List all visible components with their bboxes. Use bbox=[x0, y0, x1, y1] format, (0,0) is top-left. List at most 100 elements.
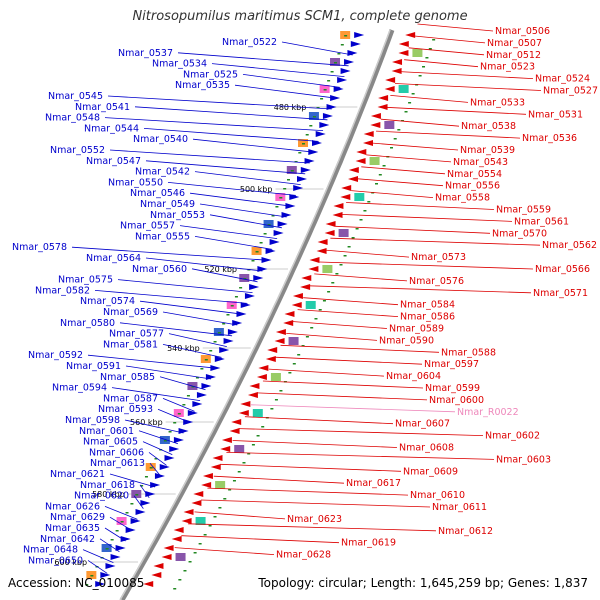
outer-marker bbox=[314, 318, 318, 320]
outer-marker bbox=[267, 224, 271, 226]
minus-gene-mark bbox=[398, 50, 409, 56]
gene-label-right: Nmar_0576 bbox=[409, 276, 464, 287]
outer-marker bbox=[251, 260, 255, 262]
leader-line-left bbox=[138, 430, 179, 445]
gene-label-left: Nmar_0548 bbox=[45, 113, 100, 124]
minus-gene-mark bbox=[247, 392, 258, 398]
leader-line-right bbox=[174, 547, 275, 555]
outer-marker bbox=[422, 66, 426, 68]
plus-gene-mark bbox=[240, 302, 251, 308]
gene-label-left: Nmar_0522 bbox=[222, 37, 277, 48]
minus-gene-mark bbox=[309, 257, 320, 263]
gene-label-right: Nmar_0619 bbox=[341, 538, 396, 549]
plus-gene-mark bbox=[100, 572, 111, 578]
leader-line-left bbox=[281, 41, 353, 56]
minus-gene-mark bbox=[181, 518, 192, 524]
leader-line-right bbox=[376, 130, 521, 139]
leader-line-left bbox=[139, 484, 150, 499]
outer-marker bbox=[375, 183, 379, 185]
leader-line-right bbox=[325, 249, 410, 258]
outer-marker bbox=[237, 471, 241, 473]
minus-gene-mark bbox=[173, 527, 184, 533]
outer-marker bbox=[337, 53, 341, 55]
outer-marker bbox=[154, 458, 158, 460]
leader-line-left bbox=[162, 344, 222, 358]
accession-text: Accession: NC_010085 bbox=[8, 576, 145, 590]
minus-gene-mark bbox=[316, 248, 327, 254]
plus-gene-mark bbox=[340, 68, 351, 74]
leader-line-left bbox=[134, 106, 328, 121]
outer-marker bbox=[239, 287, 243, 289]
plus-gene-mark bbox=[105, 563, 116, 569]
plus-gene-mark bbox=[277, 221, 288, 227]
minus-gene-mark bbox=[284, 311, 295, 317]
outer-marker bbox=[279, 197, 283, 199]
outer-marker bbox=[213, 516, 217, 518]
outer-marker bbox=[322, 300, 326, 302]
outer-marker bbox=[334, 62, 338, 64]
outer-marker bbox=[312, 116, 316, 118]
outer-marker bbox=[305, 134, 309, 136]
leader-line-left bbox=[159, 376, 206, 391]
minus-feature-block bbox=[338, 229, 349, 237]
minus-gene-mark bbox=[291, 302, 302, 308]
gene-label-left: Nmar_0629 bbox=[50, 512, 105, 523]
leader-line-right bbox=[200, 499, 431, 508]
plus-gene-mark bbox=[205, 374, 216, 380]
minus-gene-mark bbox=[191, 500, 202, 506]
outer-marker bbox=[418, 75, 422, 77]
outer-marker bbox=[188, 561, 192, 563]
outer-marker bbox=[378, 174, 382, 176]
outer-marker bbox=[228, 489, 232, 491]
leader-line-right bbox=[308, 285, 532, 294]
gene-label-right: Nmar_0512 bbox=[486, 50, 541, 61]
plus-gene-mark bbox=[227, 329, 238, 335]
gene-label-right: Nmar_0617 bbox=[346, 478, 401, 489]
tick-label: 600 kbp bbox=[54, 558, 87, 567]
gene-label-left: Nmar_0620 bbox=[74, 491, 129, 502]
outer-marker bbox=[149, 467, 153, 469]
gene-label-left: Nmar_0540 bbox=[133, 134, 188, 145]
leader-line-right bbox=[194, 511, 286, 520]
leader-line-right bbox=[262, 380, 424, 389]
leader-line-left bbox=[94, 290, 248, 304]
outer-marker bbox=[110, 539, 114, 541]
leader-line-right bbox=[268, 368, 385, 377]
outer-marker bbox=[232, 480, 236, 482]
topology-text: Topology: circular; Length: 1,645,259 bp… bbox=[258, 576, 588, 590]
outer-marker bbox=[283, 188, 287, 190]
outer-marker bbox=[359, 219, 363, 221]
minus-gene-mark bbox=[265, 356, 276, 362]
minus-feature-block bbox=[288, 337, 299, 345]
outer-marker bbox=[382, 165, 386, 167]
gene-label-right: Nmar_0573 bbox=[411, 252, 466, 263]
minus-gene-mark bbox=[267, 347, 278, 353]
outer-marker bbox=[191, 386, 195, 388]
leader-line-left bbox=[119, 322, 233, 337]
leader-line-right bbox=[220, 463, 402, 472]
leader-line-right bbox=[390, 95, 469, 103]
leader-line-right bbox=[256, 392, 428, 401]
outer-marker bbox=[256, 435, 260, 437]
outer-marker bbox=[193, 552, 197, 554]
gene-label-left: Nmar_0642 bbox=[40, 534, 95, 545]
leader-line-right bbox=[330, 237, 541, 246]
leader-line-right bbox=[351, 190, 434, 198]
minus-gene-mark bbox=[384, 86, 395, 92]
outer-marker bbox=[310, 327, 314, 329]
minus-feature-block bbox=[322, 265, 333, 273]
gene-label-left: Nmar_0648 bbox=[23, 545, 78, 556]
leader-line-right bbox=[187, 523, 437, 532]
gene-label-right: Nmar_0600 bbox=[429, 395, 484, 406]
outer-marker bbox=[234, 296, 238, 298]
plus-gene-mark bbox=[187, 410, 198, 416]
gene-label-left: Nmar_0575 bbox=[58, 275, 113, 286]
minus-feature-block bbox=[252, 409, 263, 417]
plus-gene-mark bbox=[110, 554, 121, 560]
outer-marker bbox=[218, 507, 222, 509]
gene-label-right: Nmar_0608 bbox=[399, 443, 454, 454]
plus-gene-mark bbox=[297, 176, 308, 182]
gene-label-left: Nmar_0578 bbox=[12, 242, 67, 253]
minus-gene-mark bbox=[161, 554, 172, 560]
minus-gene-mark bbox=[300, 284, 311, 290]
